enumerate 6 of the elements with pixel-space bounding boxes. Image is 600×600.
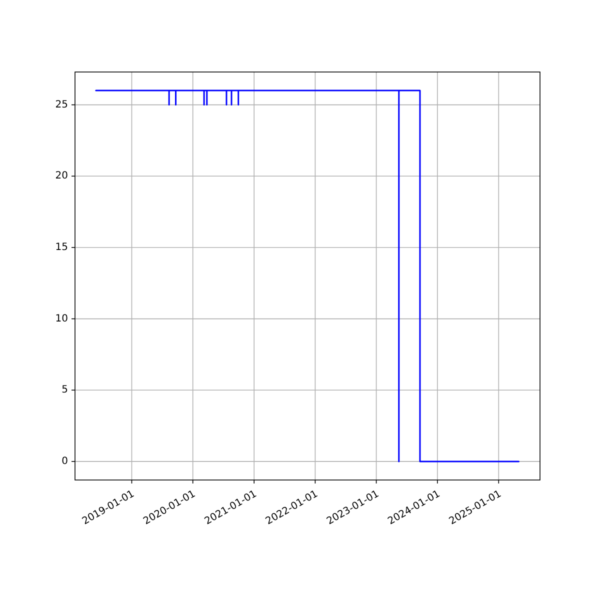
y-tick-label: 0	[62, 456, 68, 467]
y-tick-label: 5	[62, 384, 68, 396]
y-tick-label: 10	[55, 313, 68, 324]
y-tick-label: 25	[55, 99, 68, 110]
y-tick-label: 15	[55, 242, 68, 253]
y-tick-label: 20	[55, 170, 68, 182]
